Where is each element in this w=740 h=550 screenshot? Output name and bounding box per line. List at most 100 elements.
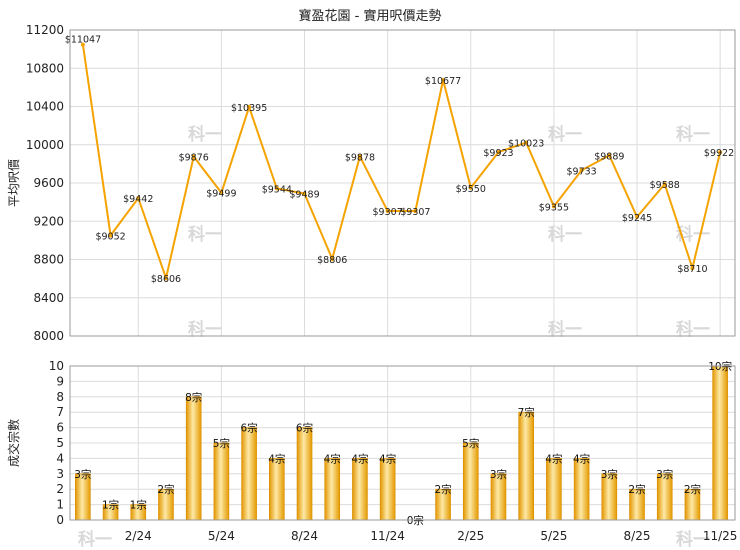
price-point[interactable] [551, 204, 556, 209]
chart-title: 寶盈花園 - 實用呎價走勢 [299, 8, 442, 24]
volume-bar[interactable] [324, 458, 341, 521]
price-point[interactable] [496, 150, 501, 155]
volume-bars [75, 365, 728, 521]
price-point[interactable] [413, 209, 418, 214]
volume-data-label: 4宗 [545, 452, 562, 465]
x-tick-label: 2/24 [125, 529, 152, 543]
volume-y-tick: 3 [56, 467, 64, 481]
price-y-axis: 8000 8400 8800 9200 9600 10000 10400 10800 11200 [26, 23, 64, 343]
price-points [80, 42, 723, 281]
price-y-tick: 9600 [33, 176, 64, 190]
price-y-tick: 11200 [26, 23, 64, 37]
volume-bar[interactable] [573, 458, 590, 521]
price-point[interactable] [108, 233, 113, 238]
volume-bar[interactable] [296, 427, 313, 521]
price-data-label: $8806 [317, 255, 347, 266]
volume-data-label: 1宗 [130, 499, 147, 512]
volume-bar[interactable] [269, 458, 285, 521]
price-point[interactable] [579, 168, 584, 173]
x-tick-label: 5/24 [208, 529, 235, 543]
price-data-label: $11047 [65, 35, 101, 46]
x-tick-label: 5/25 [540, 529, 567, 543]
price-data-label: $8606 [151, 274, 181, 285]
price-point[interactable] [607, 153, 612, 158]
volume-bar[interactable] [379, 458, 396, 521]
price-y-tick: 8800 [33, 253, 64, 267]
volume-bar[interactable] [213, 442, 230, 521]
volume-bar[interactable] [241, 427, 257, 521]
volume-data-label: 2宗 [684, 483, 701, 496]
volume-bar[interactable] [546, 458, 562, 521]
price-y-tick: 10400 [26, 100, 64, 114]
x-tick-label: 8/25 [624, 529, 651, 543]
watermark: 科一 [676, 124, 710, 145]
price-point[interactable] [357, 154, 362, 159]
price-point[interactable] [662, 182, 667, 187]
watermark: 科一 [548, 319, 582, 340]
volume-y-tick: 1 [56, 498, 64, 512]
volume-bar[interactable] [185, 396, 202, 521]
price-data-label: $9544 [262, 184, 292, 195]
price-point[interactable] [163, 276, 168, 281]
price-data-label: $9355 [539, 202, 569, 213]
volume-bar[interactable] [712, 365, 728, 521]
watermark: 科一 [78, 529, 112, 550]
price-point[interactable] [635, 214, 640, 219]
price-data-label: $10677 [425, 76, 461, 87]
volume-bar[interactable] [518, 411, 534, 521]
price-data-label: $9878 [345, 152, 375, 163]
price-point[interactable] [247, 104, 252, 109]
volume-y-tick: 0 [56, 513, 64, 527]
price-data-label: $9499 [206, 189, 236, 200]
price-data-label: $9550 [456, 184, 486, 195]
price-y-tick: 10800 [26, 61, 64, 75]
price-point[interactable] [330, 256, 335, 261]
volume-y-tick: 6 [56, 421, 64, 435]
price-data-label: $9876 [179, 153, 209, 164]
price-point[interactable] [274, 186, 279, 191]
volume-data-label: 4宗 [573, 452, 590, 465]
price-point[interactable] [718, 150, 723, 155]
price-point[interactable] [136, 196, 141, 201]
price-y-tick: 9200 [33, 214, 64, 228]
price-point[interactable] [468, 185, 473, 190]
volume-y-tick: 10 [49, 359, 64, 373]
volume-bar[interactable] [462, 442, 479, 521]
price-y-tick: 10000 [26, 138, 64, 152]
volume-panel: 01 23 456 78 910 成交宗數 3宗 1宗 1宗 2宗 8宗 5宗 6宗 4宗 6宗 4宗 4宗… [6, 359, 736, 527]
price-point[interactable] [219, 190, 224, 195]
price-point[interactable] [385, 209, 390, 214]
price-data-label: $9588 [650, 180, 680, 191]
price-point[interactable] [441, 78, 446, 83]
watermark: 科一 [676, 529, 710, 550]
volume-y-tick: 4 [56, 451, 64, 465]
price-point[interactable] [524, 140, 529, 145]
watermark: 科一 [188, 319, 222, 340]
watermark: 科一 [188, 224, 222, 245]
volume-data-label: 5宗 [213, 437, 230, 450]
price-data-label: $10395 [231, 103, 267, 114]
volume-data-label: 1宗 [102, 499, 119, 512]
price-point[interactable] [690, 266, 695, 271]
price-data-label: $9733 [566, 166, 596, 177]
price-point[interactable] [302, 191, 307, 196]
volume-y-axis: 01 23 456 78 910 [49, 359, 64, 527]
price-data-label: $9489 [289, 190, 319, 201]
volume-y-tick: 9 [56, 374, 64, 388]
volume-data-label: 6宗 [241, 422, 258, 435]
volume-data-label: 3宗 [74, 468, 91, 481]
price-point[interactable] [80, 42, 85, 47]
volume-y-tick: 7 [56, 405, 64, 419]
volume-data-label: 2宗 [434, 483, 451, 496]
volume-bar[interactable] [352, 458, 368, 521]
volume-y-tick: 8 [56, 390, 64, 404]
price-data-label: $8710 [677, 264, 707, 275]
watermark: 科一 [676, 319, 710, 340]
volume-y-tick: 2 [56, 482, 64, 496]
price-data-label: $10023 [508, 139, 544, 150]
x-tick-label: 8/24 [291, 529, 318, 543]
price-point[interactable] [191, 154, 196, 159]
x-tick-label: 11/24 [370, 529, 405, 543]
